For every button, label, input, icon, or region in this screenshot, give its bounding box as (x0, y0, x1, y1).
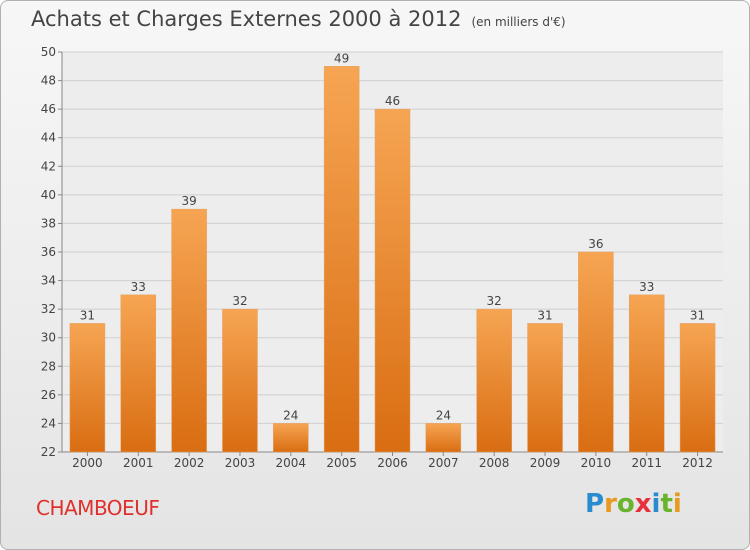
bar-2006 (374, 108, 411, 453)
x-tick-label-2000: 2000 (72, 456, 103, 470)
bar-2008 (476, 308, 512, 453)
y-tick-label: 30 (41, 331, 56, 345)
bar-2011 (628, 294, 665, 453)
x-tick-label-2001: 2001 (123, 456, 154, 470)
bar-2004 (273, 423, 309, 453)
chart-title: Achats et Charges Externes 2000 à 2012 (e… (31, 7, 566, 31)
bar-2005 (323, 66, 360, 453)
bar-2007 (425, 423, 462, 453)
proxiti-logo: Proxiti (585, 489, 682, 519)
y-tick-label: 26 (41, 388, 56, 402)
bar-2009 (527, 323, 563, 453)
y-tick-label: 28 (41, 359, 56, 373)
y-tick-label: 24 (41, 416, 56, 430)
data-label-2003: 32 (232, 294, 247, 308)
bar-2012 (679, 323, 716, 453)
y-tick-label: 42 (41, 159, 56, 173)
y-tick-label: 50 (41, 45, 56, 59)
x-tick-label-2009: 2009 (530, 456, 561, 470)
bar-2000 (69, 323, 106, 453)
x-tick-label-2005: 2005 (326, 456, 357, 470)
data-label-2001: 33 (131, 280, 146, 294)
data-label-2004: 24 (283, 408, 298, 422)
data-label-2008: 32 (487, 294, 502, 308)
y-tick-label: 40 (41, 188, 56, 202)
bar-2002 (171, 208, 207, 453)
town-name: CHAMBOEUF (36, 496, 160, 520)
x-tick-label-2007: 2007 (428, 456, 459, 470)
x-tick-label-2010: 2010 (581, 456, 612, 470)
data-label-2011: 33 (639, 280, 654, 294)
x-tick-label-2008: 2008 (479, 456, 510, 470)
title-unit: (en milliers d'€) (471, 15, 566, 29)
bar-2010 (578, 251, 614, 453)
x-tick-label-2003: 2003 (225, 456, 256, 470)
title-text: Achats et Charges Externes 2000 à 2012 (31, 7, 462, 31)
data-label-2005: 49 (334, 51, 349, 65)
data-label-2010: 36 (588, 237, 603, 251)
y-tick-label: 46 (41, 102, 56, 116)
y-tick-label: 34 (41, 274, 56, 288)
y-tick-label: 44 (41, 131, 56, 145)
y-tick-label: 38 (41, 216, 56, 230)
x-tick-label-2004: 2004 (276, 456, 307, 470)
y-tick-label: 32 (41, 302, 56, 316)
bar-2003 (222, 308, 258, 453)
data-label-2007: 24 (436, 408, 451, 422)
data-label-2006: 46 (385, 94, 400, 108)
x-tick-label-2011: 2011 (631, 456, 662, 470)
y-tick-label: 48 (41, 74, 56, 88)
y-tick-label: 36 (41, 245, 56, 259)
x-tick-label-2012: 2012 (682, 456, 713, 470)
x-tick-label-2006: 2006 (377, 456, 408, 470)
data-label-2009: 31 (537, 308, 552, 322)
data-label-2002: 39 (181, 194, 196, 208)
x-tick-label-2002: 2002 (174, 456, 205, 470)
y-tick-label: 22 (41, 445, 56, 459)
data-label-2000: 31 (80, 308, 95, 322)
bar-2001 (120, 294, 157, 453)
data-label-2012: 31 (690, 308, 705, 322)
